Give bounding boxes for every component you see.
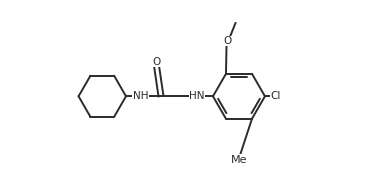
Text: Cl: Cl — [270, 91, 280, 101]
Text: Me: Me — [231, 154, 247, 165]
Text: NH: NH — [133, 91, 148, 101]
Text: HN: HN — [189, 91, 205, 101]
Text: O: O — [224, 36, 232, 46]
Text: O: O — [153, 57, 161, 67]
